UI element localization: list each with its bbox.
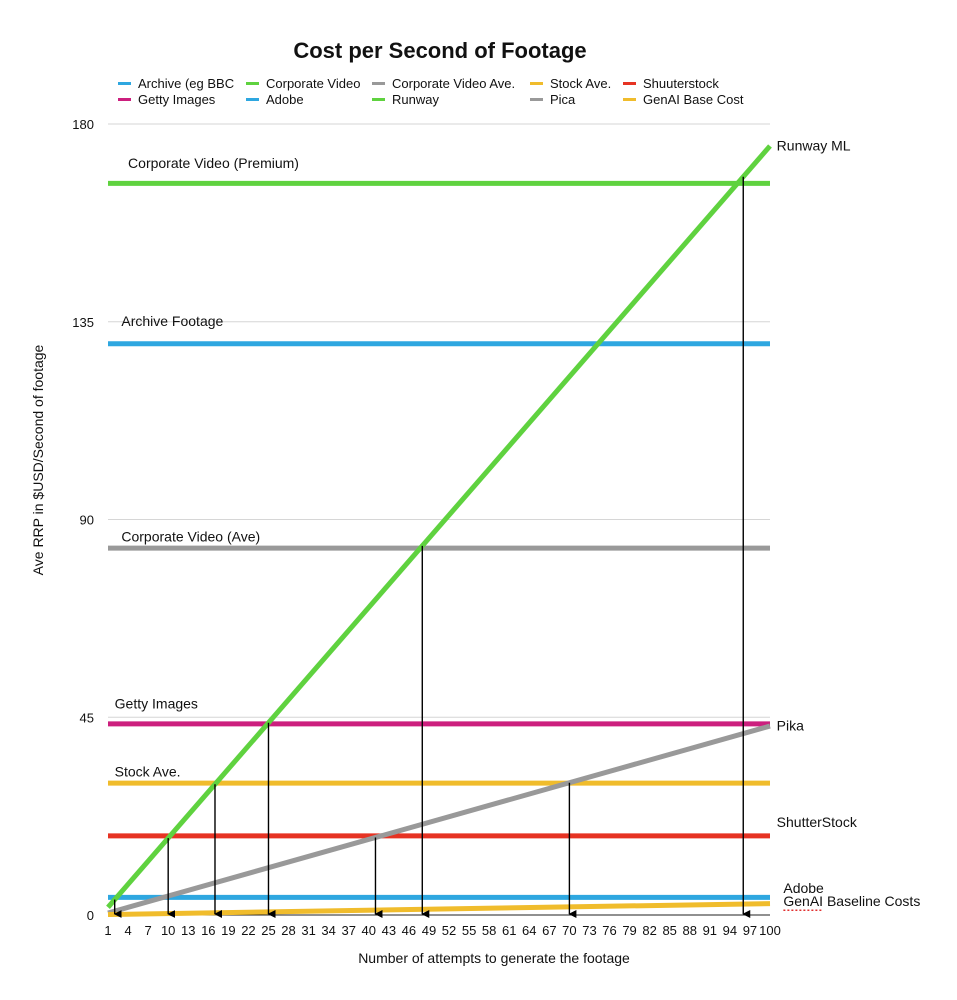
x-tick-label: 94	[723, 923, 737, 938]
annotation-getty-images: Getty Images	[115, 695, 198, 711]
x-tick-label: 85	[662, 923, 676, 938]
legend-item-getty-images: Getty Images	[118, 92, 215, 107]
chart-title: Cost per Second of Footage	[293, 38, 587, 63]
legend-label-getty-images: Getty Images	[138, 92, 216, 107]
legend-item-pica: Pica	[530, 92, 575, 107]
x-tick-label: 76	[602, 923, 616, 938]
x-tick-label: 37	[341, 923, 355, 938]
legend-item-stock-ave: Stock Ave.	[530, 76, 611, 91]
x-tick-label: 46	[402, 923, 416, 938]
legend-label-corporate-video-ave: Corporate Video Ave.	[392, 76, 516, 91]
x-tick-label: 79	[622, 923, 636, 938]
x-tick-label: 16	[201, 923, 215, 938]
x-tick-label: 64	[522, 923, 536, 938]
x-tick-label: 7	[145, 923, 152, 938]
legend-swatch-shuuterstock	[623, 82, 636, 86]
legend-label-shuuterstock: Shuuterstock	[643, 76, 719, 91]
annotation-shutterstock: ShutterStock	[777, 814, 858, 830]
x-tick-label: 13	[181, 923, 195, 938]
y-tick-label: 135	[72, 315, 94, 330]
annotation-runway-ml: Runway ML	[777, 137, 851, 153]
legend-label-runway: Runway	[392, 92, 439, 107]
legend-item-archive: Archive (eg BBC	[118, 76, 234, 91]
legend-swatch-stock-ave	[530, 82, 543, 86]
x-tick-label: 43	[382, 923, 396, 938]
legend-label-genai-base-cost: GenAI Base Cost	[643, 92, 744, 107]
annotation-archive-footage: Archive Footage	[121, 313, 223, 329]
y-tick-label: 90	[80, 513, 94, 528]
x-tick-label: 1	[104, 923, 111, 938]
x-axis-ticks: 1 4 7 10 13 16 19 22 25 28 31 34 37 40 43 46 49 52 55 58 61 6…	[104, 923, 780, 938]
legend-swatch-archive	[118, 82, 131, 86]
x-tick-label: 31	[301, 923, 315, 938]
annotation-corporate-video-ave: Corporate Video (Ave)	[121, 528, 260, 544]
legend-swatch-adobe	[246, 98, 259, 102]
legend-item-corporate-video-ave: Corporate Video Ave.	[372, 76, 515, 91]
annotation-corporate-video-premium: Corporate Video (Premium)	[128, 155, 299, 171]
legend-swatch-genai-base-cost	[623, 98, 636, 102]
legend-swatch-getty-images	[118, 98, 131, 102]
legend-label-stock-ave: Stock Ave.	[550, 76, 612, 91]
legend-item-shuuterstock: Shuuterstock	[623, 76, 719, 91]
legend-item-corporate-video: Corporate Video	[246, 76, 360, 91]
x-tick-label: 34	[321, 923, 335, 938]
x-tick-label: 82	[642, 923, 656, 938]
legend-item-adobe: Adobe	[246, 92, 304, 107]
legend-label-adobe: Adobe	[266, 92, 304, 107]
y-axis-ticks: 0 45 90 135 180	[72, 117, 94, 923]
x-tick-label: 88	[683, 923, 697, 938]
x-tick-label: 28	[281, 923, 295, 938]
legend-label-corporate-video: Corporate Video	[266, 76, 361, 91]
x-tick-label: 22	[241, 923, 255, 938]
x-tick-label: 4	[124, 923, 131, 938]
intersection-arrows	[113, 176, 751, 918]
x-tick-label: 52	[442, 923, 456, 938]
legend-label-pica: Pica	[550, 92, 576, 107]
series-lines	[106, 144, 772, 918]
series-line-runway	[106, 144, 772, 909]
x-tick-label: 49	[422, 923, 436, 938]
annotation-adobe: Adobe	[783, 880, 824, 896]
x-tick-label: 91	[703, 923, 717, 938]
x-tick-label: 97	[743, 923, 757, 938]
y-tick-label: 0	[87, 908, 94, 923]
x-tick-label: 70	[562, 923, 576, 938]
x-tick-label: 100	[759, 923, 781, 938]
x-tick-label: 25	[261, 923, 275, 938]
y-axis-label: Ave RRP in $USD/Second of footage	[30, 344, 46, 575]
legend-label-archive: Archive (eg BBC	[138, 76, 235, 91]
legend-swatch-pica	[530, 98, 543, 102]
x-tick-label: 40	[362, 923, 376, 938]
x-tick-label: 55	[462, 923, 476, 938]
series-line-genai-base-cost	[107, 901, 771, 918]
legend-swatch-corporate-video	[246, 82, 259, 86]
x-tick-label: 61	[502, 923, 516, 938]
x-axis-label: Number of attempts to generate the foota…	[358, 950, 630, 966]
legend-item-genai-base-cost: GenAI Base Cost	[623, 92, 743, 107]
annotation-genai-baseline-costs: GenAI Baseline Costs	[783, 893, 920, 909]
x-tick-label: 73	[582, 923, 596, 938]
x-tick-label: 58	[482, 923, 496, 938]
x-tick-label: 10	[161, 923, 175, 938]
legend-swatch-runway	[372, 98, 385, 102]
legend-item-runway: Runway	[372, 92, 439, 107]
series-line-pica	[107, 723, 771, 916]
legend-swatch-corporate-video-ave	[372, 82, 385, 86]
annotation-pika: Pika	[777, 717, 804, 733]
y-tick-label: 180	[72, 117, 94, 132]
line-annotations: Corporate Video (Premium) Archive Footage…	[115, 137, 920, 911]
annotation-stock-ave: Stock Ave.	[115, 764, 181, 780]
x-tick-label: 19	[221, 923, 235, 938]
y-tick-label: 45	[80, 710, 94, 725]
x-tick-label: 67	[542, 923, 556, 938]
